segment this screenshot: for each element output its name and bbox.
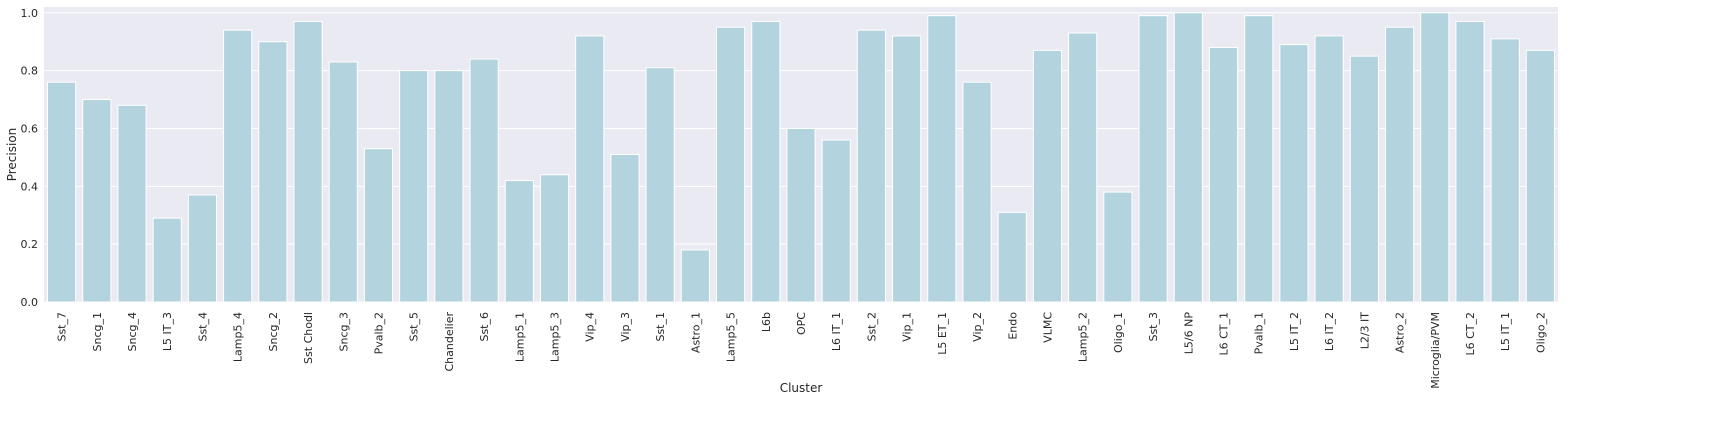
bar	[786, 127, 816, 303]
x-tick-label: L5 IT_1	[1499, 312, 1512, 351]
x-tick-label: Astro_1	[689, 312, 702, 353]
x-tick-label: Sst_4	[196, 312, 209, 342]
bar	[328, 61, 358, 303]
x-tick-label: Astro_2	[1394, 312, 1407, 353]
bar	[363, 148, 394, 303]
bar	[997, 211, 1027, 303]
x-tick-label: Sncg_3	[337, 312, 350, 351]
x-tick-label: Sst Chodl	[302, 312, 315, 364]
x-tick-label: Sncg_4	[126, 312, 139, 351]
bar	[892, 35, 922, 303]
bar	[1103, 191, 1133, 303]
x-tick-label: Oligo_1	[1112, 312, 1125, 353]
x-tick-label: Sncg_1	[91, 312, 104, 351]
x-tick-label: Endo	[1006, 312, 1019, 340]
bar	[821, 139, 851, 303]
x-tick-label: Lamp5_2	[1077, 312, 1090, 362]
bar	[680, 249, 710, 303]
bar	[1279, 44, 1309, 303]
x-tick-label: Sst_6	[478, 312, 491, 342]
x-tick-label: L5 ET_1	[936, 312, 949, 355]
bar	[469, 58, 499, 303]
bar	[258, 41, 288, 303]
bars	[47, 12, 1555, 303]
x-axis-label: Cluster	[780, 381, 823, 395]
x-tick-label: Sst_7	[56, 312, 69, 342]
bar	[1420, 12, 1450, 303]
x-tick-label: Sst_1	[654, 312, 667, 342]
bar	[1455, 20, 1485, 303]
x-tick-label: Lamp5_3	[549, 312, 562, 362]
x-tick-label: L6b	[760, 312, 773, 332]
bar	[610, 154, 640, 303]
bar	[1173, 12, 1203, 303]
x-tick-label: Lamp5_5	[725, 312, 738, 362]
bar	[434, 70, 464, 303]
bar	[1032, 49, 1063, 303]
x-tick-label: Oligo_2	[1534, 312, 1547, 353]
bar	[1208, 46, 1239, 303]
x-tick-label: L6 IT_1	[830, 312, 843, 351]
x-tick-labels: Sst_7 Sncg_1 Sncg_4 L5 IT_3 Sst_4 Lamp5_4 Sncg…	[56, 312, 1548, 389]
x-tick-label: L6 CT_2	[1464, 312, 1477, 356]
x-tick-label: Vip_4	[584, 312, 597, 342]
bar	[962, 81, 992, 303]
x-tick-label: VLMC	[1041, 312, 1054, 343]
y-tick-label: 0.2	[21, 238, 39, 251]
bar	[1244, 15, 1274, 303]
bar	[82, 99, 112, 303]
bar	[645, 67, 675, 303]
x-tick-label: L5 IT_2	[1288, 312, 1301, 351]
x-tick-label: Lamp5_4	[232, 312, 245, 362]
y-tick-labels: 0.0 0.2 0.4 0.6 0.8 1.0	[21, 7, 39, 309]
x-tick-label: Lamp5_1	[513, 312, 526, 362]
x-tick-label: Vip_3	[619, 312, 632, 342]
bar	[187, 194, 218, 303]
y-tick-label: 0.4	[21, 180, 39, 193]
bar	[152, 217, 182, 303]
x-tick-label: Chandelier	[443, 312, 456, 372]
x-tick-label: Pvalb_1	[1253, 312, 1266, 354]
bar	[927, 15, 957, 303]
bar	[399, 70, 429, 303]
bar	[856, 29, 887, 303]
bar	[223, 29, 253, 303]
bar	[504, 180, 534, 303]
x-tick-label: Sst_3	[1147, 312, 1160, 342]
x-tick-label: Pvalb_2	[372, 312, 385, 354]
x-tick-label: Vip_2	[971, 312, 984, 342]
bar	[539, 174, 570, 303]
bar	[1314, 35, 1344, 303]
bar	[293, 20, 323, 303]
x-tick-label: L6 CT_1	[1218, 312, 1231, 356]
bar	[1349, 55, 1379, 303]
y-tick-label: 0.8	[21, 65, 39, 78]
x-tick-label: Sst_5	[408, 312, 421, 342]
bar	[575, 35, 605, 303]
x-tick-label: L5 IT_3	[161, 312, 174, 351]
y-axis-label: Precision	[5, 128, 19, 182]
x-tick-label: L2/3 IT	[1358, 312, 1371, 350]
x-tick-label: Sncg_2	[267, 312, 280, 351]
bar	[1138, 15, 1168, 303]
x-tick-label: Sst_2	[865, 312, 878, 342]
bar	[1384, 26, 1415, 303]
bar	[715, 26, 746, 303]
x-tick-label: Vip_1	[901, 312, 914, 342]
bar	[47, 81, 77, 303]
bar	[1490, 38, 1520, 303]
x-tick-label: OPC	[795, 312, 808, 335]
bar	[1068, 32, 1098, 303]
y-tick-label: 0.0	[21, 296, 39, 309]
y-tick-label: 1.0	[21, 7, 39, 20]
x-tick-label: L6 IT_2	[1323, 312, 1336, 351]
x-tick-label: L5/6 NP	[1182, 312, 1195, 355]
y-tick-label: 0.6	[21, 122, 39, 135]
x-tick-label: Microglia/PVM	[1429, 312, 1442, 389]
bar	[751, 20, 781, 303]
bar	[117, 104, 147, 303]
bar	[1525, 49, 1555, 303]
